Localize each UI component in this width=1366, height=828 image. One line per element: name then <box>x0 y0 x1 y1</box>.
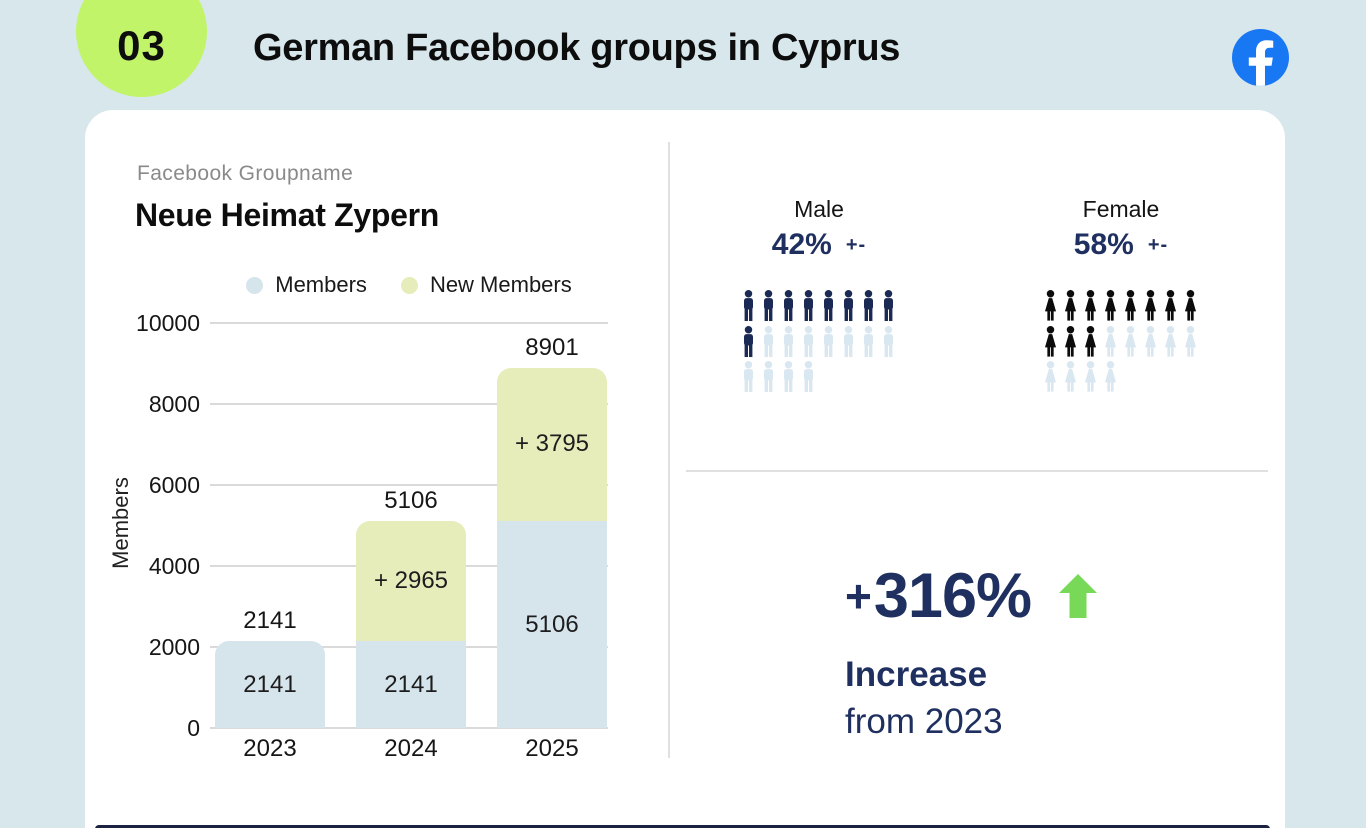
male-person-icon <box>823 325 834 357</box>
female-person-icon <box>1184 325 1197 357</box>
male-pictograph <box>740 290 898 402</box>
female-person-icon <box>1164 290 1177 321</box>
female-demographic: Female 58% +- <box>1042 196 1200 496</box>
male-person-icon <box>783 290 794 322</box>
growth-plus-sign: + <box>845 570 872 622</box>
bar-new-members-2024: + 2965 <box>356 521 466 642</box>
female-pictograph <box>1042 290 1200 402</box>
male-person-icon <box>803 361 814 393</box>
bar-total-label-2024: 5106 <box>384 487 438 515</box>
male-person-icon <box>883 325 894 357</box>
male-tolerance: +- <box>845 233 867 256</box>
group-name: Neue Heimat Zypern <box>135 197 440 233</box>
male-person-icon <box>743 325 754 357</box>
chart-gridline <box>210 484 608 486</box>
female-person-icon <box>1044 325 1057 357</box>
up-arrow-icon <box>1059 574 1098 618</box>
female-person-icon <box>1064 361 1077 392</box>
bar-members-2024: 2141 <box>356 641 466 728</box>
female-person-icon <box>1084 290 1097 321</box>
y-axis-tick-label: 2000 <box>148 634 200 660</box>
female-person-icon <box>1164 325 1177 357</box>
x-axis-label-2023: 2023 <box>243 735 297 762</box>
female-percent: 58% <box>1073 228 1134 261</box>
chart-gridline <box>210 403 608 405</box>
male-person-icon <box>803 325 814 357</box>
male-person-icon <box>843 290 854 322</box>
group-label: Facebook Groupname <box>137 162 354 185</box>
male-person-icon <box>863 290 874 322</box>
legend-label-members: Members <box>275 272 367 297</box>
male-percent: 42% <box>771 228 832 261</box>
female-person-icon <box>1144 290 1157 321</box>
female-person-icon <box>1084 325 1097 357</box>
female-person-icon <box>1084 361 1097 392</box>
y-axis-tick-label: 0 <box>187 715 200 741</box>
chart-legend: Members New Members <box>210 272 608 298</box>
male-percent-row: 42% +- <box>740 228 898 262</box>
male-person-icon <box>763 325 774 357</box>
male-person-icon <box>883 290 894 322</box>
y-axis-tick-label: 6000 <box>148 472 200 498</box>
male-person-icon <box>743 361 754 393</box>
legend-item-new-members: New Members <box>400 272 572 298</box>
bottom-accent-bar <box>95 825 1270 828</box>
female-percent-row: 58% +- <box>1042 228 1200 262</box>
vertical-divider <box>668 142 670 758</box>
growth-stat: + 316% Increase from 2023 <box>845 561 1265 741</box>
legend-label-new-members: New Members <box>429 272 572 297</box>
new-members-legend-dot-icon <box>400 276 418 294</box>
chart-gridline <box>210 322 608 324</box>
female-person-icon <box>1184 290 1197 321</box>
growth-value: 316% <box>873 561 1032 631</box>
female-person-icon <box>1144 325 1157 357</box>
female-label: Female <box>1082 196 1160 222</box>
section-number: 03 <box>117 22 166 69</box>
male-person-icon <box>783 361 794 393</box>
female-person-icon <box>1044 290 1057 321</box>
y-axis-tick-label: 10000 <box>136 310 200 336</box>
male-label: Male <box>794 196 844 222</box>
legend-item-members: Members <box>246 272 367 298</box>
members-legend-dot-icon <box>246 276 264 294</box>
male-person-icon <box>763 361 774 393</box>
female-person-icon <box>1064 325 1077 357</box>
female-tolerance: +- <box>1147 233 1169 256</box>
female-person-icon <box>1104 290 1117 321</box>
female-person-icon <box>1104 325 1117 357</box>
y-axis-tick-label: 4000 <box>148 553 200 579</box>
male-person-icon <box>843 325 854 357</box>
facebook-icon <box>1232 29 1289 86</box>
bar-new-members-2025: + 3795 <box>497 367 607 522</box>
bar-members-2023: 2141 <box>215 641 325 728</box>
female-person-icon <box>1104 361 1117 392</box>
growth-value-row: + 316% <box>845 561 1265 631</box>
bar-total-label-2023: 2141 <box>243 607 297 635</box>
horizontal-divider <box>686 470 1268 472</box>
bar-members-2025: 5106 <box>497 521 607 728</box>
male-person-icon <box>823 290 834 322</box>
male-person-icon <box>863 325 874 357</box>
growth-headline: Increase <box>845 655 988 694</box>
male-person-icon <box>803 290 814 322</box>
y-axis-tick-label: 8000 <box>148 391 200 417</box>
page-title: German Facebook groups in Cyprus <box>253 27 901 69</box>
female-person-icon <box>1064 290 1077 321</box>
male-demographic: Male 42% +- <box>740 196 898 496</box>
male-person-icon <box>783 325 794 357</box>
growth-subline: from 2023 <box>845 702 1003 741</box>
female-person-icon <box>1124 325 1137 357</box>
bar-total-label-2025: 8901 <box>525 333 579 361</box>
x-axis-label-2025: 2025 <box>525 735 579 762</box>
x-axis-label-2024: 2024 <box>384 735 438 762</box>
y-axis-title: Members <box>108 477 133 569</box>
male-person-icon <box>743 290 754 322</box>
male-person-icon <box>763 290 774 322</box>
female-person-icon <box>1044 361 1057 392</box>
female-person-icon <box>1124 290 1137 321</box>
